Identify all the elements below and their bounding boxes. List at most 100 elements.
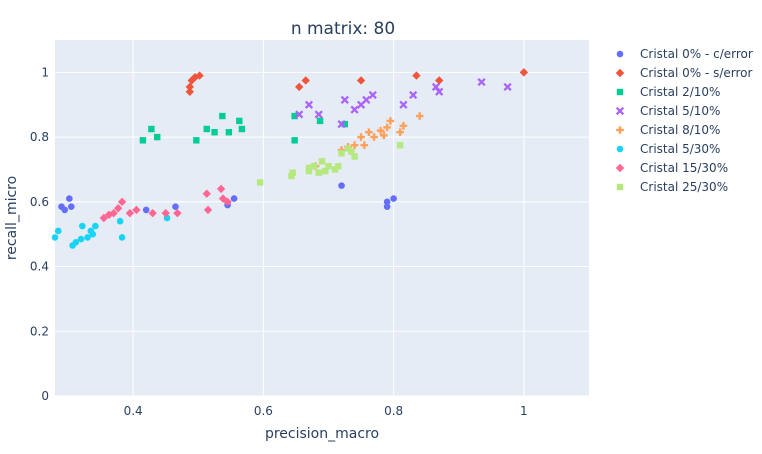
x-tick-labels: 0.4 0.6 0.8 1 bbox=[124, 404, 528, 418]
series-group bbox=[256, 141, 404, 186]
legend-symbol bbox=[616, 183, 624, 191]
data-point bbox=[161, 208, 170, 218]
legend-label: Cristal 2/10% bbox=[640, 85, 720, 99]
grid-lines bbox=[55, 40, 589, 397]
data-point bbox=[340, 95, 349, 104]
data-point bbox=[383, 123, 391, 132]
legend-item[interactable]: Cristal 0% - c/error bbox=[616, 47, 753, 61]
data-point bbox=[289, 169, 296, 176]
y-tick-label: 0.4 bbox=[30, 260, 49, 274]
data-point bbox=[360, 141, 369, 149]
data-point bbox=[72, 238, 80, 246]
data-point bbox=[116, 217, 124, 225]
series-group bbox=[139, 112, 348, 144]
data-point bbox=[415, 112, 424, 120]
y-tick-label: 0.8 bbox=[30, 130, 49, 144]
data-point bbox=[104, 210, 114, 219]
legend-label: Cristal 15/30% bbox=[640, 161, 728, 175]
data-point bbox=[195, 71, 204, 80]
data-point bbox=[370, 133, 378, 141]
legend-item[interactable]: Cristal 0% - s/error bbox=[615, 66, 753, 80]
data-point bbox=[435, 87, 444, 96]
data-point bbox=[477, 77, 486, 87]
x-tick-label: 0.6 bbox=[254, 404, 273, 418]
data-point bbox=[399, 121, 408, 130]
data-point bbox=[338, 182, 345, 189]
data-point bbox=[335, 163, 342, 170]
data-point bbox=[348, 148, 355, 155]
legend-item[interactable]: Cristal 15/30% bbox=[615, 161, 728, 175]
y-tick-label: 0.2 bbox=[30, 324, 49, 338]
data-point bbox=[84, 234, 91, 241]
legend-label: Cristal 8/10% bbox=[640, 123, 720, 137]
data-point bbox=[66, 195, 73, 202]
legend-item[interactable]: Cristal 8/10% bbox=[616, 123, 720, 137]
data-point bbox=[99, 213, 109, 223]
legend-label: Cristal 5/10% bbox=[640, 104, 720, 118]
data-point bbox=[356, 76, 366, 85]
legend-label: Cristal 0% - c/error bbox=[640, 47, 753, 61]
x-tick-label: 0.8 bbox=[384, 404, 403, 418]
data-point bbox=[305, 164, 313, 172]
data-point bbox=[202, 189, 211, 198]
data-point bbox=[236, 117, 243, 125]
legend-symbol bbox=[615, 68, 625, 78]
data-point bbox=[350, 141, 359, 149]
data-point bbox=[77, 235, 85, 243]
data-point bbox=[148, 125, 155, 133]
data-point bbox=[304, 100, 314, 109]
data-point bbox=[350, 105, 359, 114]
data-point bbox=[396, 128, 404, 137]
data-point bbox=[67, 203, 75, 210]
data-point bbox=[305, 167, 313, 175]
data-point bbox=[376, 126, 385, 135]
legend-symbol bbox=[615, 106, 625, 116]
data-point bbox=[203, 205, 213, 215]
x-tick-label: 0.4 bbox=[124, 404, 143, 418]
data-point bbox=[185, 87, 195, 96]
data-point bbox=[368, 90, 377, 100]
y-tick-label: 0.6 bbox=[30, 195, 49, 209]
y-tick-labels: 0 0.2 0.4 0.6 0.8 1 bbox=[30, 65, 49, 403]
series-group bbox=[295, 77, 512, 129]
data-point bbox=[288, 172, 295, 180]
legend-item[interactable]: Cristal 5/30% bbox=[616, 142, 721, 156]
data-points bbox=[51, 68, 529, 249]
data-point bbox=[412, 71, 421, 80]
data-point bbox=[89, 230, 97, 238]
data-point bbox=[219, 112, 226, 120]
legend-item[interactable]: Cristal 25/30% bbox=[616, 180, 728, 194]
data-point bbox=[117, 197, 127, 207]
data-point bbox=[314, 110, 323, 119]
data-point bbox=[310, 163, 318, 170]
data-point bbox=[211, 129, 218, 136]
x-tick-label: 1 bbox=[520, 404, 528, 418]
chart-title: n matrix: 80 bbox=[291, 19, 395, 39]
data-point bbox=[351, 153, 358, 160]
data-point bbox=[291, 112, 298, 120]
legend-item[interactable]: Cristal 2/10% bbox=[616, 85, 721, 99]
series-group bbox=[185, 68, 529, 96]
data-point bbox=[125, 208, 135, 218]
data-point bbox=[341, 120, 348, 128]
data-point bbox=[519, 68, 529, 77]
legend-item[interactable]: Cristal 5/10% bbox=[615, 104, 721, 118]
data-point bbox=[295, 82, 304, 92]
data-point bbox=[316, 117, 324, 125]
data-point bbox=[148, 208, 157, 218]
series-group bbox=[51, 214, 171, 249]
legend-label: Cristal 0% - s/error bbox=[640, 66, 753, 80]
legend: Cristal 0% - c/error Cristal 0% - s/error… bbox=[615, 47, 753, 194]
data-point bbox=[193, 137, 200, 144]
legend-symbol bbox=[616, 126, 624, 134]
data-point bbox=[386, 117, 395, 125]
data-point bbox=[51, 234, 59, 241]
data-point bbox=[338, 150, 345, 157]
data-point bbox=[173, 208, 182, 218]
data-point bbox=[185, 82, 195, 92]
data-point bbox=[54, 227, 62, 235]
data-point bbox=[291, 137, 298, 144]
data-point bbox=[337, 120, 346, 129]
data-point bbox=[225, 129, 233, 136]
